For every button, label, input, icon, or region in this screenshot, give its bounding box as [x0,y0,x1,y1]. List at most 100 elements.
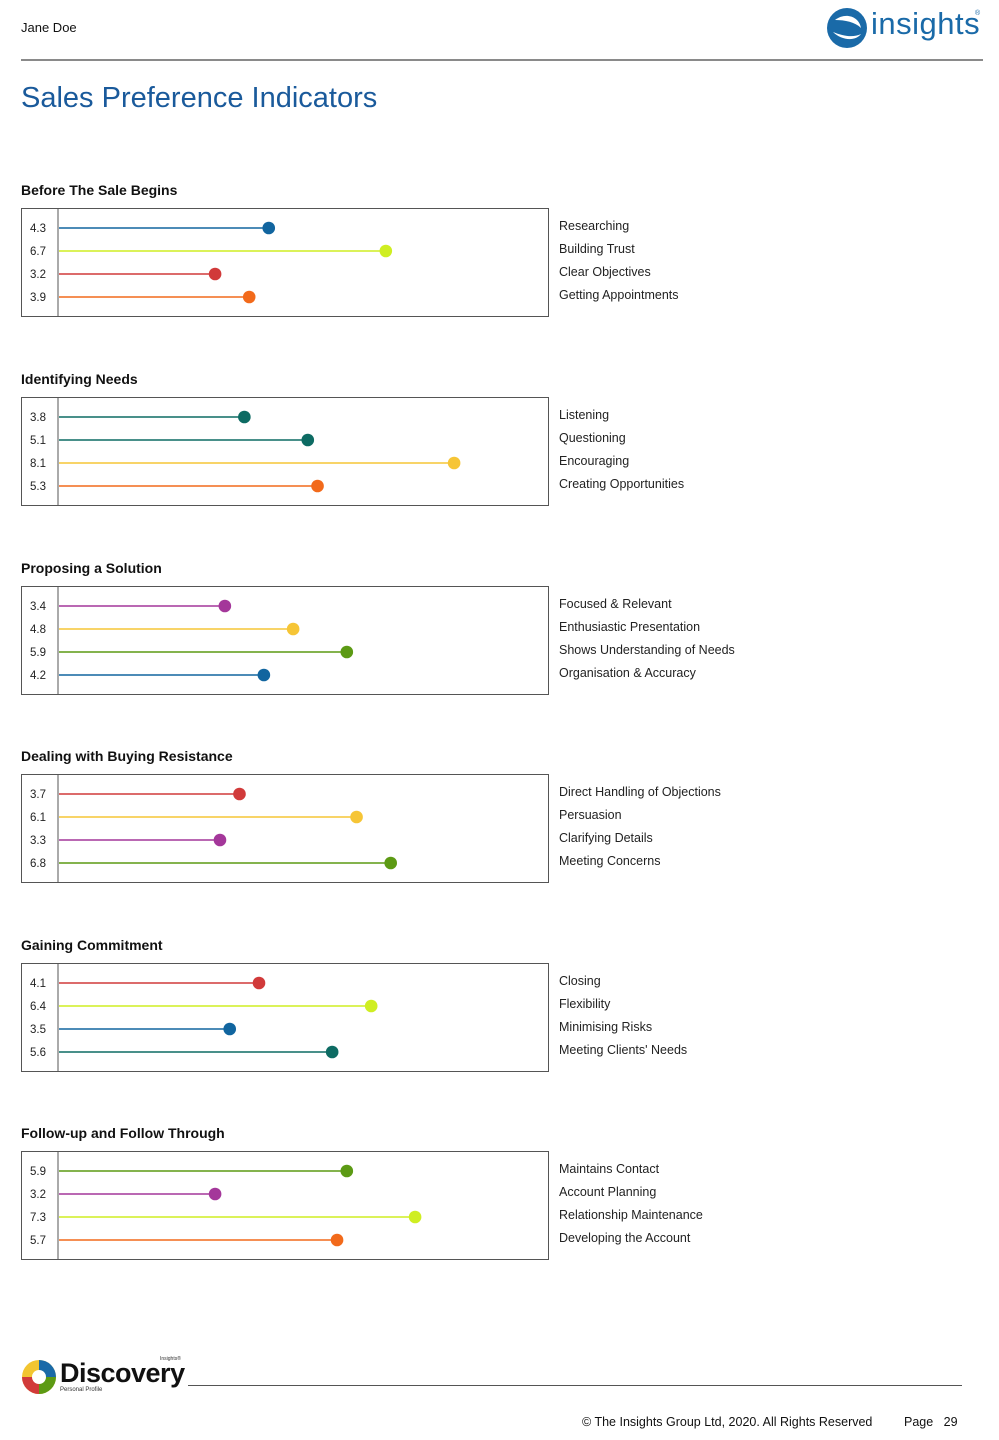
value-label: 4.3 [30,223,46,235]
lollipop-dot [379,244,393,258]
value-label: 6.1 [30,812,46,824]
row-label: Maintains Contact [559,1162,660,1176]
value-label: 8.1 [30,458,46,470]
row-label: Meeting Clients' Needs [559,1043,688,1057]
lollipop-dot [330,1233,344,1247]
value-label: 3.8 [30,412,46,424]
value-label: 3.4 [30,601,47,613]
page-number: Page 29 [904,1415,958,1429]
header-divider [21,59,983,61]
copyright-text: © The Insights Group Ltd, 2020. All Righ… [582,1415,873,1429]
value-label: 6.7 [30,246,46,258]
row-label: Building Trust [559,242,635,256]
lollipop-dot [262,221,276,235]
lollipop-chart: 3.8 5.1 8.1 5.3 [21,397,549,506]
report-owner-name: Jane Doe [21,20,77,35]
value-label: 6.8 [30,858,46,870]
lollipop-dot [257,668,271,682]
row-label: Meeting Concerns [559,854,661,868]
value-label: 5.9 [30,647,46,659]
value-label: 4.2 [30,670,46,682]
lollipop-dot [301,433,315,447]
lollipop-dot [238,410,251,424]
section-title: Follow-up and Follow Through [21,1125,225,1141]
row-label: Encouraging [559,454,630,468]
lollipop-dot [233,787,246,801]
lollipop-dot [286,622,300,636]
lollipop-dot [223,1022,237,1036]
row-label: Questioning [559,431,626,445]
lollipop-dot [208,1187,222,1201]
lollipop-dot [408,1210,422,1224]
lollipop-dot [340,1164,354,1178]
value-label: 5.3 [30,481,46,493]
value-label: 3.2 [30,269,46,281]
insights-logo-mark: ® [975,10,981,17]
lollipop-dot [350,810,363,824]
section-title: Dealing with Buying Resistance [21,748,233,764]
value-label: 5.7 [30,1235,46,1247]
value-label: 3.2 [30,1189,46,1201]
row-label: Organisation & Accuracy [559,666,696,680]
lollipop-chart-svg: 3.7 6.1 3.3 6.8 [30,775,398,882]
discovery-logo-icon [22,1360,56,1394]
value-label: 5.6 [30,1047,46,1059]
value-label: 3.7 [30,789,46,801]
footer-divider [188,1385,962,1386]
lollipop-dot [213,833,227,847]
lollipop-chart-svg: 3.8 5.1 8.1 5.3 [30,398,461,505]
lollipop-chart-svg: 3.4 4.8 5.9 4.2 [30,587,354,694]
value-label: 4.1 [30,978,46,990]
lollipop-dot [311,479,324,493]
discovery-logo-subtitle: Personal Profile [60,1387,103,1393]
lollipop-dot [364,999,378,1013]
lollipop-dot [325,1045,339,1059]
page-label: Page [904,1415,934,1429]
discovery-logo-mark: Insights® [160,1356,181,1362]
row-label: Shows Understanding of Needs [559,643,735,657]
row-label: Clear Objectives [559,265,651,279]
row-label: Creating Opportunities [559,477,685,491]
lollipop-chart: 3.4 4.8 5.9 4.2 [21,586,549,695]
lollipop-dot [218,599,232,613]
page-number-value: 29 [943,1415,958,1429]
row-label: Closing [559,974,601,988]
row-label: Direct Handling of Objections [559,785,721,799]
row-label: Clarifying Details [559,831,653,845]
value-label: 6.4 [30,1001,47,1013]
value-label: 5.1 [30,435,46,447]
lollipop-dot [447,456,461,470]
row-label: Relationship Maintenance [559,1208,703,1222]
row-label: Listening [559,408,610,422]
row-label: Flexibility [559,997,611,1011]
lollipop-chart-svg: 4.1 6.4 3.5 5.6 [30,964,378,1071]
discovery-logo: Discovery Personal Profile Insights® [20,1356,190,1400]
insights-logo-icon [827,8,867,48]
value-label: 7.3 [30,1212,46,1224]
row-label: Account Planning [559,1185,657,1199]
lollipop-chart-svg: 5.9 3.2 7.3 5.7 [30,1152,422,1259]
lollipop-dot [252,976,266,990]
value-label: 4.8 [30,624,46,636]
lollipop-chart: 3.7 6.1 3.3 6.8 [21,774,549,883]
value-label: 3.5 [30,1024,46,1036]
page-title: Sales Preference Indicators [21,82,378,114]
section-title: Identifying Needs [21,371,138,387]
lollipop-dot [340,645,354,659]
row-label: Developing the Account [559,1231,691,1245]
lollipop-dot [208,267,222,281]
insights-logo-text: insights [871,6,981,41]
lollipop-chart: 4.3 6.7 3.2 3.9 [21,208,549,317]
lollipop-chart: 4.1 6.4 3.5 5.6 [21,963,549,1072]
lollipop-chart-svg: 4.3 6.7 3.2 3.9 [30,209,393,316]
value-label: 3.9 [30,292,46,304]
row-label: Minimising Risks [559,1020,653,1034]
section-title: Gaining Commitment [21,937,163,953]
row-label: Persuasion [559,808,622,822]
row-label: Getting Appointments [559,288,679,302]
row-label: Focused & Relevant [559,597,672,611]
row-label: Enthusiastic Presentation [559,620,701,634]
section-title: Proposing a Solution [21,560,162,576]
discovery-logo-text: Discovery [60,1358,185,1388]
lollipop-dot [384,856,398,870]
